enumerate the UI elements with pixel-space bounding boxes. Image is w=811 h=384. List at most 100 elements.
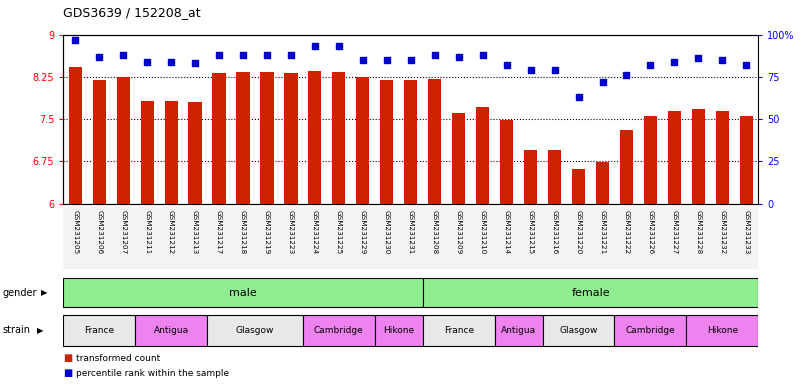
Point [212,52,225,58]
Point [380,57,393,63]
Text: GSM231207: GSM231207 [120,210,127,255]
Point [237,52,250,58]
Point [404,57,417,63]
Text: Cambridge: Cambridge [314,326,364,335]
Bar [135,207,159,269]
Bar [590,207,615,269]
Bar [188,102,202,204]
Point [668,58,681,65]
Bar [140,101,154,204]
Text: GSM231215: GSM231215 [528,210,534,255]
Bar [543,315,615,346]
Point [644,62,657,68]
Bar [428,79,441,204]
Bar [356,77,370,204]
Text: female: female [571,288,610,298]
Bar [667,111,681,204]
Bar [500,120,513,204]
Point [140,58,153,65]
Point [548,67,561,73]
Bar [285,73,298,204]
Text: GSM231206: GSM231206 [97,210,102,255]
Bar [279,207,303,269]
Text: Hikone: Hikone [384,326,414,335]
Point [92,53,105,60]
Text: gender: gender [2,288,37,298]
Text: Glasgow: Glasgow [236,326,274,335]
Bar [495,315,543,346]
Point [285,52,298,58]
Text: GSM231220: GSM231220 [576,210,581,255]
Bar [692,109,705,204]
Bar [452,113,466,204]
Text: GSM231216: GSM231216 [551,210,558,255]
Text: GSM231229: GSM231229 [360,210,366,255]
Bar [327,207,351,269]
Point [189,60,202,66]
Bar [620,130,633,204]
Bar [447,207,470,269]
Bar [303,207,327,269]
Text: GSM231208: GSM231208 [431,210,438,255]
Bar [476,107,489,204]
Point [740,62,753,68]
Bar [548,150,561,204]
Text: GSM231222: GSM231222 [624,210,629,255]
Bar [423,278,758,308]
Bar [399,207,423,269]
Text: percentile rank within the sample: percentile rank within the sample [76,369,230,378]
Text: France: France [84,326,114,335]
Point [117,52,130,58]
Text: ▶: ▶ [41,288,47,297]
Text: GSM231211: GSM231211 [144,210,150,255]
Bar [165,101,178,204]
Text: GSM231209: GSM231209 [456,210,461,255]
Point [260,52,273,58]
Bar [117,77,130,204]
Point [165,58,178,65]
Bar [518,207,543,269]
Bar [207,315,303,346]
Bar [159,207,183,269]
Point [333,43,345,50]
Point [572,94,585,100]
Bar [333,72,345,204]
Bar [380,79,393,204]
Bar [734,207,758,269]
Text: ■: ■ [63,368,72,378]
Text: GSM231227: GSM231227 [672,210,677,255]
Bar [63,278,423,308]
Point [620,72,633,78]
Bar [260,72,273,204]
Text: GDS3639 / 152208_at: GDS3639 / 152208_at [63,6,201,19]
Text: Cambridge: Cambridge [625,326,676,335]
Text: GSM231210: GSM231210 [479,210,486,255]
Point [692,55,705,61]
Text: Hikone: Hikone [706,326,738,335]
Bar [212,73,225,204]
Point [524,67,537,73]
Bar [495,207,518,269]
Text: GSM231224: GSM231224 [312,210,318,255]
Bar [567,207,590,269]
Bar [404,80,418,204]
Text: GSM231231: GSM231231 [408,210,414,255]
Point [356,57,369,63]
Text: transformed count: transformed count [76,354,161,363]
Bar [663,207,686,269]
Bar [135,315,207,346]
Bar [740,116,753,204]
Bar [63,315,135,346]
Text: Antigua: Antigua [153,326,189,335]
Bar [375,207,399,269]
Bar [303,315,375,346]
Text: GSM231226: GSM231226 [647,210,654,255]
Bar [572,169,585,204]
Bar [63,207,88,269]
Bar [644,116,657,204]
Text: ■: ■ [63,353,72,363]
Text: GSM231217: GSM231217 [216,210,222,255]
Point [716,57,729,63]
Bar [710,207,734,269]
Text: GSM231223: GSM231223 [288,210,294,255]
